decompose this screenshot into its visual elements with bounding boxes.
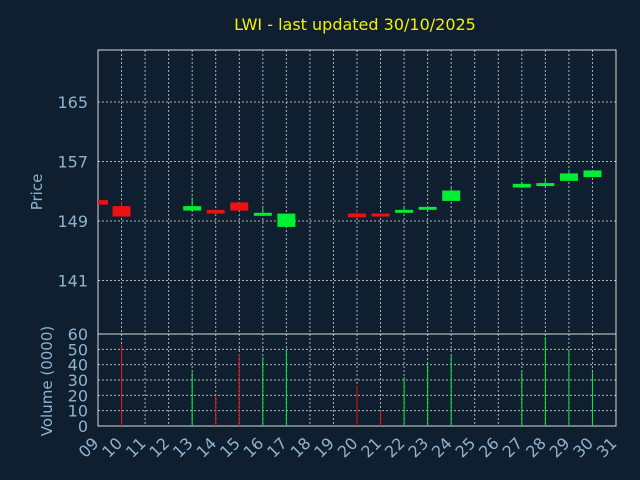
- candle-body: [253, 212, 272, 216]
- price-tick-label: 157: [57, 153, 88, 172]
- price-tick-label: 141: [57, 271, 88, 290]
- candle-body: [230, 202, 249, 211]
- volume-tick-label: 40: [68, 356, 88, 375]
- candle-body: [371, 213, 390, 217]
- volume-tick-label: 50: [68, 340, 88, 359]
- candle-body: [348, 213, 366, 218]
- candle-body: [442, 190, 461, 201]
- volume-tick-label: 0: [78, 417, 88, 436]
- candle-body: [512, 183, 531, 188]
- price-candles: [98, 169, 602, 227]
- day-axis-label: Day: [333, 458, 363, 476]
- price-tick-labels: 141 149 157 165: [57, 93, 88, 290]
- candle-body: [98, 200, 108, 205]
- candle-body: [395, 209, 414, 213]
- candle-body: [112, 206, 131, 217]
- volume-tick-label: 60: [68, 325, 88, 344]
- candle-body: [536, 183, 555, 187]
- price-axis-label: Price: [28, 174, 46, 211]
- volume-tick-label: 20: [68, 386, 88, 405]
- candle-body: [559, 173, 578, 181]
- candle-body: [277, 213, 296, 227]
- price-tick-label: 165: [57, 93, 88, 112]
- candle-body: [583, 170, 602, 178]
- chart-title: LWI - last updated 30/10/2025: [234, 15, 476, 34]
- volume-axis-label: Volume (0000): [38, 326, 56, 436]
- candle-body: [206, 209, 225, 214]
- volume-bars: [121, 337, 593, 426]
- price-gridlines: [98, 50, 616, 334]
- price-tick-label: 149: [57, 212, 88, 231]
- volume-tick-label: 10: [68, 402, 88, 421]
- volume-tick-label: 30: [68, 371, 88, 390]
- candle-body: [183, 206, 202, 211]
- candle-body: [418, 206, 437, 210]
